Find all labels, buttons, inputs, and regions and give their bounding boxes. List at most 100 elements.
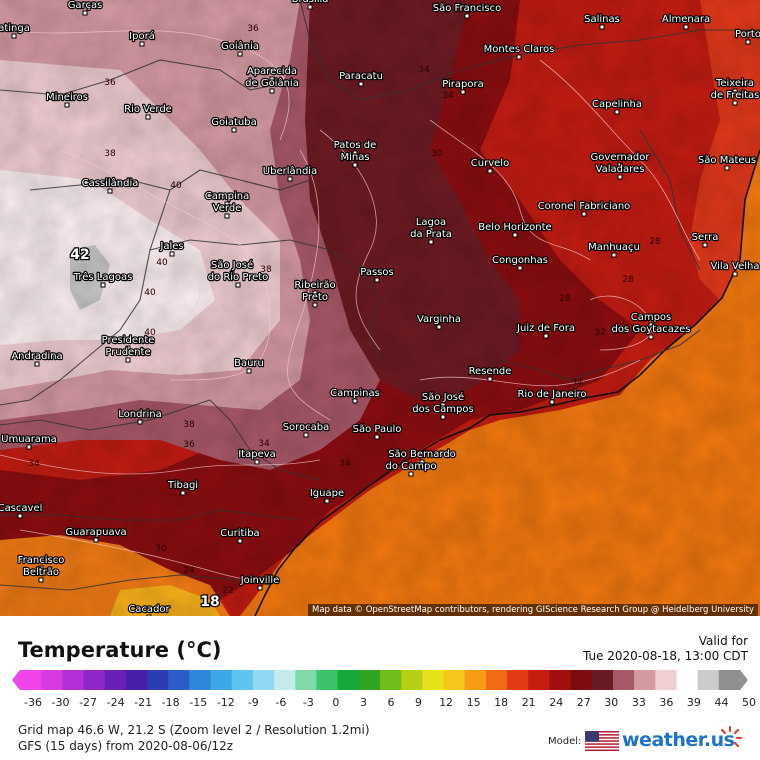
contour-value-label: 22	[222, 586, 233, 596]
city-marker[interactable]: Coronel Fabriciano	[536, 200, 632, 217]
city-marker[interactable]: Iporá	[128, 29, 156, 47]
city-marker[interactable]: do Rio Preto	[206, 271, 270, 288]
city-marker[interactable]: Goiânia	[220, 39, 260, 57]
city-marker[interactable]: Porto	[734, 28, 760, 45]
city-dot	[235, 282, 241, 288]
city-label: Bauru	[234, 358, 264, 369]
scale-tick-label: -18	[162, 696, 180, 708]
scale-swatch	[104, 670, 127, 690]
city-marker[interactable]: Montes Claros	[482, 43, 556, 60]
city-dot	[38, 565, 44, 571]
city-marker[interactable]: Valadares	[594, 163, 646, 180]
city-marker[interactable]: Pirapora	[441, 78, 485, 95]
city-marker[interactable]: Ribeirão	[293, 279, 337, 296]
city-marker[interactable]: Rio de Janeiro	[516, 388, 588, 405]
city-label: Teixeira	[715, 78, 754, 89]
city-marker[interactable]: Mineiros	[45, 91, 89, 108]
city-marker[interactable]: Cassilândia	[80, 176, 140, 194]
city-marker[interactable]: São Mateus	[697, 154, 757, 171]
city-marker[interactable]: Presidente	[100, 334, 156, 351]
city-marker[interactable]: Brasília	[290, 0, 330, 10]
city-dot	[38, 577, 44, 583]
city-marker[interactable]: Campos	[630, 311, 672, 328]
city-label: Minas	[340, 152, 369, 163]
city-marker[interactable]: Curvelo	[470, 157, 510, 174]
city-marker[interactable]: Tibagi	[166, 479, 199, 496]
city-marker[interactable]: dos Goytacazes	[610, 323, 692, 340]
city-marker[interactable]: Umuarama	[0, 433, 58, 450]
state-borders	[0, 0, 760, 591]
contour-value-label: 30	[431, 149, 443, 159]
city-marker[interactable]: Beltrão	[22, 566, 60, 583]
city-marker[interactable]: Vila Velha	[709, 260, 760, 277]
city-marker[interactable]: São José	[210, 258, 254, 276]
model-run-info: GFS (15 days) from 2020-08-06/12z	[18, 739, 234, 753]
city-marker[interactable]: de Goiânia	[244, 76, 300, 94]
city-marker[interactable]: Manhuaçu	[587, 241, 641, 258]
city-marker[interactable]: Goiatuba	[210, 116, 258, 133]
scale-swatch	[422, 670, 445, 690]
city-marker[interactable]: Três Lagoas	[72, 270, 133, 288]
city-marker[interactable]: Capelinha	[591, 98, 643, 115]
city-marker[interactable]: Resende	[467, 365, 513, 382]
city-marker[interactable]: Lagoa	[415, 216, 447, 233]
extreme-value-label: 18	[200, 594, 219, 610]
city-marker[interactable]: São Bernardo	[387, 448, 457, 465]
city-marker[interactable]: Passos	[359, 266, 395, 283]
city-marker[interactable]: Campinas	[329, 387, 381, 404]
city-marker[interactable]: da Prata	[409, 228, 453, 245]
city-marker[interactable]: Serra	[690, 231, 720, 248]
city-marker[interactable]: Itapeva	[237, 448, 277, 465]
city-marker[interactable]: Bauru	[233, 357, 265, 374]
city-marker[interactable]: Belo Horizonte	[477, 221, 553, 238]
city-marker[interactable]: Juiz de Fora	[515, 322, 576, 339]
city-marker[interactable]: Cascavel	[0, 502, 44, 519]
city-marker[interactable]: Andradina	[10, 350, 64, 367]
city-marker[interactable]: dos Campos	[411, 403, 475, 420]
city-label: Passos	[360, 267, 393, 278]
city-marker[interactable]: Jales	[158, 240, 185, 257]
city-label: Iguape	[310, 488, 344, 499]
city-marker[interactable]: atinga	[0, 22, 31, 39]
city-marker[interactable]: Prudente	[104, 346, 152, 363]
city-marker[interactable]: Campina	[204, 190, 250, 207]
city-label: Preto	[302, 292, 328, 303]
city-marker[interactable]: Francisco	[16, 554, 66, 571]
city-marker[interactable]: Verde	[211, 202, 243, 219]
city-marker[interactable]: Minas	[339, 151, 371, 168]
city-marker[interactable]: Guarapuava	[64, 526, 128, 543]
city-marker[interactable]: Governador	[589, 151, 652, 168]
scale-swatch	[549, 670, 572, 690]
map-canvas[interactable]: 36 34 36 34 38 40 30 40 38 28 40 28 40 28 32 34 38 36 34 34…	[0, 0, 760, 616]
city-marker[interactable]: Varginha	[416, 313, 462, 330]
city-marker[interactable]: Congonhas	[491, 254, 549, 271]
city-marker[interactable]: São José	[421, 390, 465, 408]
weather-us-logo[interactable]: weather.us	[622, 729, 735, 751]
city-marker[interactable]: Teixeira	[714, 77, 755, 94]
city-dot	[180, 490, 186, 496]
city-marker[interactable]: Almenara	[661, 13, 711, 30]
city-marker[interactable]: Joinville	[239, 574, 280, 591]
city-marker[interactable]: Salinas	[583, 13, 621, 30]
city-marker[interactable]: São Francisco	[432, 2, 502, 19]
city-marker[interactable]: Paracatu	[338, 70, 384, 87]
city-marker[interactable]: do Campo	[384, 460, 438, 477]
city-layer: Garças Brasília São Francisco Salinas Almena…	[0, 0, 760, 616]
city-marker[interactable]: Aparecida	[246, 65, 298, 82]
city-marker[interactable]: Preto	[301, 291, 329, 308]
city-label: Guarapuava	[65, 527, 126, 538]
city-marker[interactable]: de Freitas	[709, 89, 760, 106]
city-marker[interactable]: Patos de	[332, 139, 378, 156]
city-marker[interactable]: Sorocaba	[282, 421, 330, 438]
city-marker[interactable]: Rio Verde	[123, 103, 173, 120]
city-marker[interactable]: Londrina	[117, 408, 163, 425]
temperature-map[interactable]: 36 34 36 34 38 40 30 40 38 28 40 28 40 28 32 34 38 36 34 34…	[0, 0, 760, 616]
city-marker[interactable]: São Paulo	[351, 423, 403, 440]
city-marker[interactable]: Garças	[66, 0, 104, 16]
city-marker[interactable]: Iguape	[309, 487, 345, 504]
city-dot	[516, 54, 522, 60]
city-marker[interactable]: Cacador	[127, 603, 172, 616]
city-dot	[352, 162, 358, 168]
city-marker[interactable]: Uberlândia	[262, 164, 318, 182]
city-marker[interactable]: Curitiba	[219, 527, 261, 544]
